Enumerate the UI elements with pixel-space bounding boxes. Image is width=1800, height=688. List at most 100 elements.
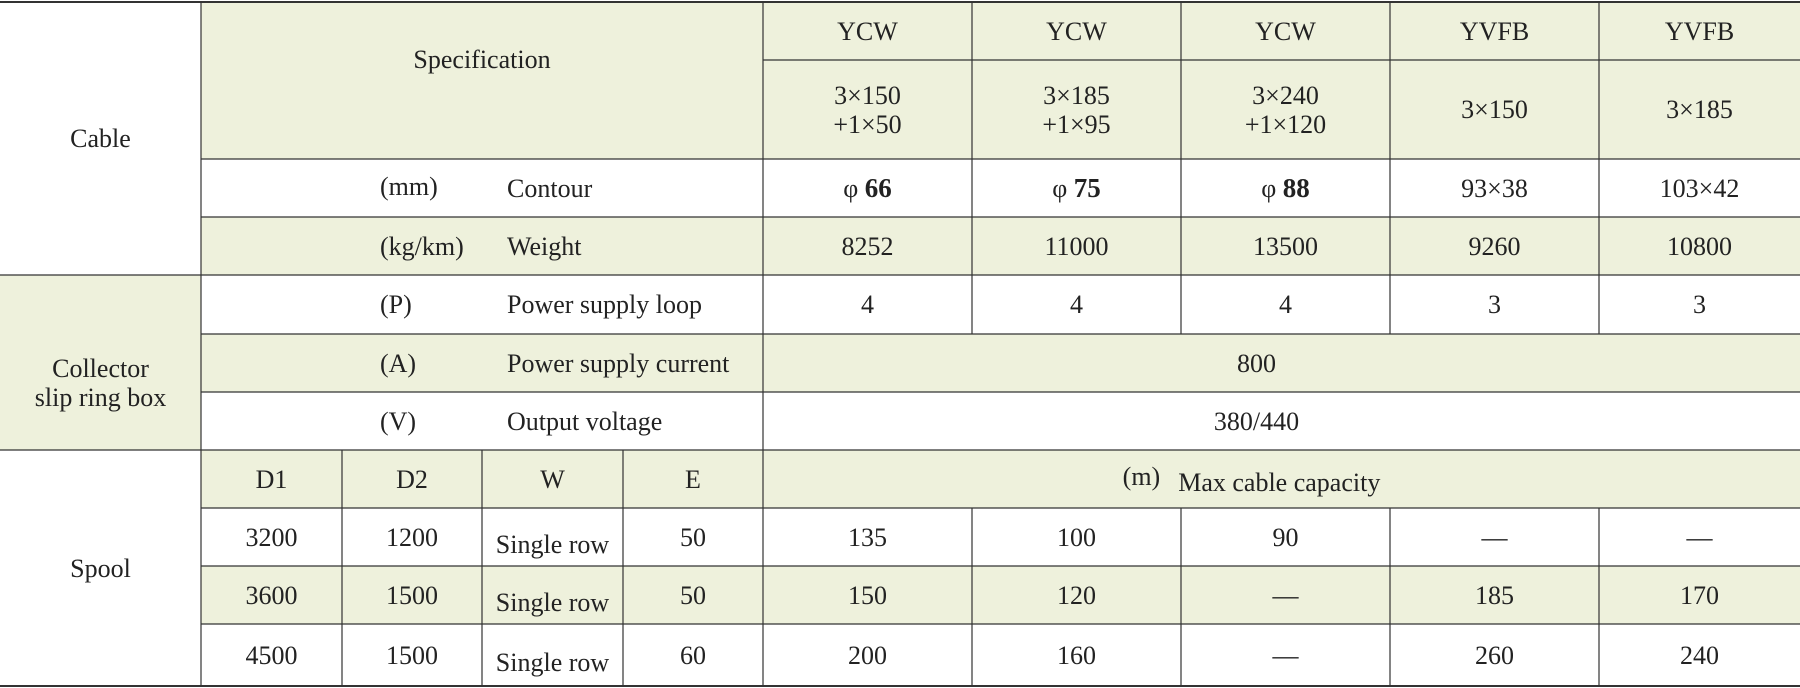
- phi-symbol: φ: [1261, 173, 1277, 203]
- spool-d2: 1500: [342, 566, 482, 624]
- spool-capacity-value: —: [1481, 522, 1508, 552]
- voltage-label-text: Output voltage: [507, 406, 663, 436]
- current-value: 800: [763, 334, 1800, 392]
- contour-value: φ 66: [763, 159, 972, 217]
- weight-value: 8252: [763, 217, 972, 275]
- phi-symbol: φ: [1052, 173, 1068, 203]
- spool-capacity-value: —: [1272, 580, 1299, 610]
- spool-header-d1-text: D1: [255, 464, 288, 494]
- spool-d1-value: 3600: [245, 580, 298, 610]
- model-name: YCW: [837, 16, 898, 46]
- loop-number: 4: [1279, 290, 1292, 319]
- model-name: YCW: [1255, 16, 1316, 46]
- spool-capacity: 185: [1390, 566, 1599, 624]
- spec-value: 3×150 +1×50: [763, 60, 972, 159]
- spec-value-line2: +1×50: [833, 109, 902, 139]
- loop-number: 3: [1693, 290, 1706, 319]
- contour-value: φ 75: [972, 159, 1181, 217]
- model-name: YVFB: [1459, 16, 1530, 46]
- spool-d2: 1500: [342, 624, 482, 686]
- specification-text: Specification: [413, 45, 551, 74]
- spool-e-value: 50: [680, 580, 706, 610]
- spool-capacity-value: 240: [1680, 640, 1719, 670]
- weight-number: 11000: [1044, 231, 1109, 261]
- contour-value: φ 88: [1181, 159, 1390, 217]
- section-label-cable: Cable: [0, 2, 201, 275]
- spec-value: 3×150: [1390, 60, 1599, 159]
- model-name: YCW: [1046, 16, 1107, 46]
- section-cable-text: Cable: [70, 124, 131, 153]
- contour-unit: (mm): [380, 159, 500, 217]
- loop-unit: (P): [380, 275, 500, 334]
- model-header: YCW: [1181, 2, 1390, 60]
- spool-d2: 1200: [342, 508, 482, 566]
- weight-number: 9260: [1468, 231, 1521, 261]
- contour-label: Contour: [507, 159, 757, 217]
- spool-capacity: 200: [763, 624, 972, 686]
- weight-row-band: [201, 217, 1800, 275]
- spec-value-line1: 3×185: [1043, 80, 1110, 110]
- loop-number: 4: [861, 290, 874, 319]
- loop-value: 3: [1390, 275, 1599, 334]
- capacity-unit: (m): [1122, 461, 1161, 491]
- capacity-label: Max cable capacity: [1178, 467, 1381, 497]
- spool-capacity: —: [1181, 566, 1390, 624]
- contour-number: 93×38: [1461, 173, 1528, 203]
- loop-label-text: Power supply loop: [507, 290, 702, 319]
- spec-value-line2: +1×120: [1244, 109, 1327, 139]
- spool-capacity-value: 185: [1475, 580, 1514, 610]
- phi-symbol: φ: [843, 173, 859, 203]
- spool-capacity: 160: [972, 624, 1181, 686]
- spec-value: 3×185 +1×95: [972, 60, 1181, 159]
- contour-value: 93×38: [1390, 159, 1599, 217]
- section-collector-line1: Collector: [52, 353, 149, 383]
- spool-capacity: 240: [1599, 624, 1800, 686]
- loop-number: 3: [1488, 290, 1501, 319]
- spool-header-d2: D2: [342, 450, 482, 508]
- section-collector-line2: slip ring box: [34, 382, 167, 412]
- spool-w-value: Single row: [495, 587, 610, 617]
- spool-e-value: 60: [680, 640, 706, 670]
- spool-header-band: [201, 450, 1800, 508]
- spec-value-line1: 3×150: [834, 80, 901, 110]
- spec-value-line1: 3×150: [1461, 95, 1528, 124]
- spool-capacity-value: 150: [848, 580, 887, 610]
- spool-capacity-value: —: [1272, 640, 1299, 670]
- loop-value: 4: [763, 275, 972, 334]
- loop-value: 4: [972, 275, 1181, 334]
- section-label-spool: Spool: [0, 450, 201, 686]
- loop-number: 4: [1070, 290, 1083, 319]
- weight-value: 10800: [1599, 217, 1800, 275]
- model-header: YVFB: [1390, 2, 1599, 60]
- weight-unit: (kg/km): [380, 217, 500, 275]
- spool-capacity: 90: [1181, 508, 1390, 566]
- spool-w: Single row: [482, 508, 623, 566]
- voltage-unit: (V): [380, 392, 500, 450]
- spool-header-capacity: (m) Max cable capacity: [763, 450, 1800, 508]
- current-label: Power supply current: [507, 334, 763, 392]
- voltage-label: Output voltage: [507, 392, 757, 450]
- voltage-number: 380/440: [1213, 406, 1300, 436]
- weight-value: 11000: [972, 217, 1181, 275]
- spool-capacity: 120: [972, 566, 1181, 624]
- spool-capacity: —: [1599, 508, 1800, 566]
- spool-capacity-value: 170: [1680, 580, 1719, 610]
- loop-value: 4: [1181, 275, 1390, 334]
- spool-header-e-text: E: [685, 464, 701, 494]
- weight-number: 8252: [841, 231, 894, 261]
- spool-capacity-value: 135: [848, 522, 887, 552]
- weight-unit-text: (kg/km): [380, 231, 464, 261]
- model-header: YCW: [972, 2, 1181, 60]
- spool-d2-value: 1500: [386, 640, 438, 670]
- current-unit: (A): [380, 334, 500, 392]
- spool-capacity-value: 100: [1057, 522, 1096, 552]
- spool-w: Single row: [482, 624, 623, 686]
- spool-d2-value: 1500: [386, 580, 438, 610]
- model-name: YVFB: [1664, 16, 1735, 46]
- spool-w-value: Single row: [495, 529, 610, 559]
- loop-label: Power supply loop: [507, 275, 757, 334]
- weight-number: 10800: [1667, 231, 1732, 261]
- spool-capacity-value: 260: [1475, 640, 1514, 670]
- loop-unit-text: (P): [380, 290, 412, 319]
